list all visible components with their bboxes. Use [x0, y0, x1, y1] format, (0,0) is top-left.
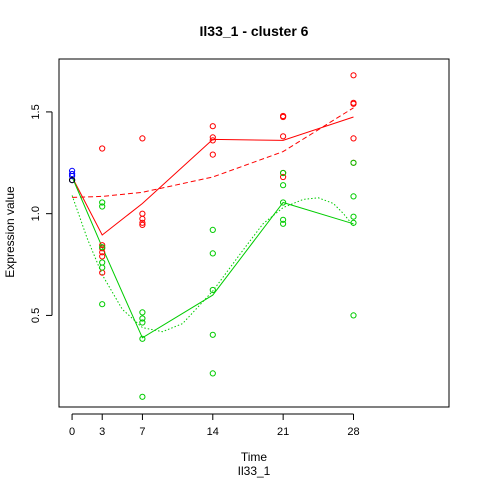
x-tick-label: 7: [139, 426, 145, 438]
data-point: [99, 244, 106, 251]
data-point: [209, 286, 216, 294]
mean-line-1: [71, 176, 354, 339]
data-point: [280, 199, 287, 206]
data-point: [280, 182, 287, 189]
x-tick-label: 0: [69, 426, 75, 438]
x-tick-label: 3: [99, 426, 105, 438]
mean-line-0: [71, 116, 354, 236]
data-points: [69, 72, 357, 400]
data-point: [209, 250, 216, 257]
data-point: [350, 219, 357, 226]
data-point: [139, 393, 146, 400]
y-tick-label: 0.5: [30, 308, 42, 323]
data-point: [350, 312, 357, 319]
data-point: [69, 172, 76, 180]
data-point: [99, 242, 106, 249]
data-point: [280, 173, 287, 181]
mean-lines: [71, 116, 354, 339]
data-point: [350, 100, 357, 107]
data-point: [350, 72, 357, 79]
y-tick-label: 1.0: [30, 206, 42, 221]
data-point: [139, 215, 146, 222]
data-point: [209, 134, 216, 141]
data-point: [99, 145, 106, 152]
chart-title: Il33_1 - cluster 6: [200, 23, 309, 39]
data-point: [99, 264, 106, 271]
data-point: [139, 135, 146, 142]
plot-frame: [58, 58, 450, 408]
data-point: [280, 169, 287, 177]
data-point: [350, 159, 357, 166]
x-tick-label: 21: [277, 426, 289, 438]
data-point: [350, 213, 357, 220]
data-point: [209, 151, 216, 158]
data-point: [139, 319, 146, 326]
y-axis-label: Expression value: [3, 186, 17, 278]
data-point: [280, 220, 287, 227]
data-point: [209, 226, 216, 233]
data-point: [99, 301, 106, 308]
data-point: [280, 113, 287, 121]
data-point: [350, 135, 357, 142]
data-point: [209, 137, 216, 144]
x-axis-sublabel: Il33_1: [238, 464, 271, 478]
data-point: [99, 199, 106, 206]
data-point: [139, 221, 146, 228]
data-point: [280, 216, 287, 223]
fit-line-0: [72, 107, 354, 198]
data-point: [139, 315, 146, 322]
data-point: [350, 193, 357, 200]
data-point: [139, 309, 146, 316]
y-tick-label: 1.5: [30, 104, 42, 119]
data-point: [139, 335, 146, 342]
data-point: [99, 259, 106, 266]
data-point: [209, 370, 216, 377]
x-tick-label: 28: [347, 426, 359, 438]
data-point: [69, 177, 76, 184]
y-axis: 0.5 1.0 1.5: [30, 104, 53, 323]
data-point: [139, 210, 146, 217]
data-point: [209, 123, 216, 130]
data-point: [209, 331, 216, 338]
x-tick-label: 14: [207, 426, 219, 438]
fit-lines: [71, 107, 354, 333]
x-axis: 0 3 7 14 21 28: [69, 413, 360, 438]
x-axis-label: Time: [241, 450, 268, 464]
data-point: [99, 203, 106, 210]
data-point: [69, 170, 76, 178]
data-point: [99, 253, 106, 260]
data-point: [280, 133, 287, 140]
data-point: [139, 219, 146, 226]
fit-line-1: [71, 195, 354, 333]
